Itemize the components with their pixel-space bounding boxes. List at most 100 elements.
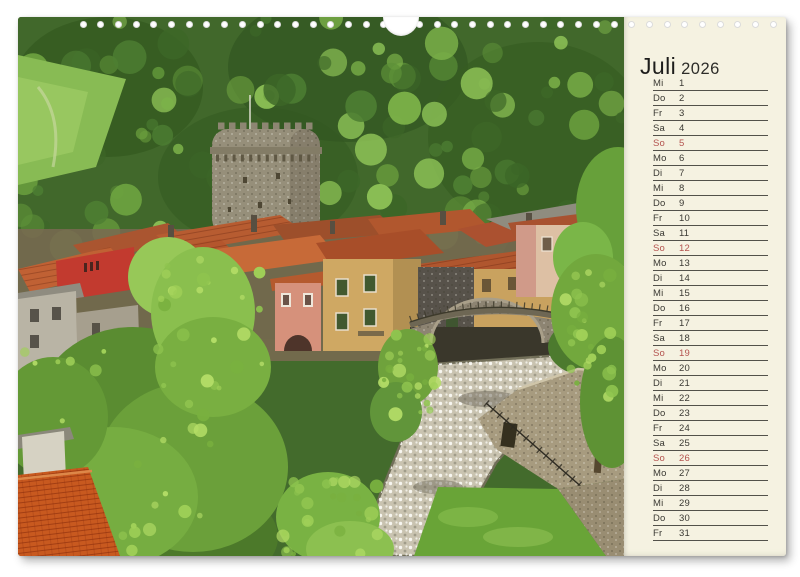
day-row: Di 28 — [653, 481, 768, 496]
weekday-label: Do — [653, 197, 666, 209]
day-row: So 12 — [653, 241, 768, 256]
weekday-label: So — [653, 242, 666, 254]
day-row: Di 7 — [653, 166, 768, 181]
calendar-page: Juli 20 2 6 Mi 1 Do 2 Fr 3 Sa 4 So 5 Mo 6 D… — [18, 17, 786, 556]
binding-hole — [415, 21, 423, 28]
binding-hole — [221, 21, 229, 28]
weekday-label: So — [653, 347, 666, 359]
binding-hole — [433, 21, 441, 28]
day-list: Mi 1 Do 2 Fr 3 Sa 4 So 5 Mo 6 Di 7 Mi 8 … — [653, 76, 768, 541]
day-row: Fr 17 — [653, 316, 768, 331]
binding-hole — [734, 21, 742, 28]
day-number: 16 — [679, 302, 690, 314]
weekday-label: Fr — [653, 527, 663, 539]
binding-hole — [451, 21, 459, 28]
binding-hole — [769, 21, 777, 28]
day-number: 24 — [679, 422, 690, 434]
binding-hole — [557, 21, 565, 28]
day-number: 11 — [679, 227, 690, 239]
weekday-label: Mo — [653, 362, 667, 374]
binding-hole — [238, 21, 246, 28]
binding-hole — [256, 21, 264, 28]
stone-tower — [210, 95, 322, 235]
binding-hole — [168, 21, 175, 28]
binding-hole — [610, 21, 618, 28]
day-number: 28 — [679, 482, 690, 494]
day-number: 31 — [679, 527, 690, 539]
binding-hole — [185, 21, 193, 28]
day-number: 25 — [679, 437, 690, 449]
day-row: Do 9 — [653, 196, 768, 211]
foreground-buildings — [18, 427, 120, 556]
day-number: 29 — [679, 497, 690, 509]
weekday-label: Di — [653, 377, 663, 389]
day-number: 6 — [679, 152, 685, 164]
weekday-label: Fr — [653, 422, 663, 434]
day-row: Mo 20 — [653, 361, 768, 376]
weekday-label: Do — [653, 512, 666, 524]
day-row: Sa 4 — [653, 121, 768, 136]
day-number: 7 — [679, 167, 685, 179]
day-number: 23 — [679, 407, 690, 419]
binding-hole — [699, 21, 706, 28]
binding-hole — [486, 21, 494, 28]
weekday-label: Do — [653, 302, 666, 314]
weekday-label: Mi — [653, 497, 664, 509]
binding-hole — [522, 21, 529, 28]
hanger-cutout — [383, 17, 419, 36]
day-number: 13 — [679, 257, 690, 269]
binding-hole — [203, 21, 211, 28]
day-row: Sa 25 — [653, 436, 768, 451]
binding-hole — [575, 21, 583, 28]
day-row: Mi 29 — [653, 496, 768, 511]
day-row: So 5 — [653, 136, 768, 151]
weekday-label: Sa — [653, 332, 666, 344]
weekday-label: Sa — [653, 227, 666, 239]
day-number: 30 — [679, 512, 690, 524]
day-number: 2 — [679, 92, 685, 104]
day-row: So 26 — [653, 451, 768, 466]
month-name: Juli — [640, 53, 677, 79]
day-row: Fr 24 — [653, 421, 768, 436]
day-row: Do 16 — [653, 301, 768, 316]
weekday-label: Do — [653, 92, 666, 104]
binding-hole — [539, 21, 547, 28]
day-row: Mi 22 — [653, 391, 768, 406]
binding-hole — [327, 21, 335, 28]
binding-hole — [114, 21, 122, 28]
day-row: So 19 — [653, 346, 768, 361]
day-row: Fr 10 — [653, 211, 768, 226]
weekday-label: Di — [653, 167, 663, 179]
binding-hole — [132, 21, 140, 28]
calendar-panel: Juli 20 2 6 Mi 1 Do 2 Fr 3 Sa 4 So 5 Mo 6 D… — [624, 17, 786, 556]
weekday-label: Do — [653, 407, 666, 419]
day-number: 18 — [679, 332, 690, 344]
day-number: 1 — [679, 77, 685, 89]
binding-hole — [345, 21, 352, 28]
weekday-label: So — [653, 137, 666, 149]
weekday-label: So — [653, 452, 666, 464]
day-number: 12 — [679, 242, 690, 254]
weekday-label: Mo — [653, 152, 667, 164]
day-row: Mo 6 — [653, 151, 768, 166]
day-number: 5 — [679, 137, 685, 149]
day-row: Mi 8 — [653, 181, 768, 196]
village-photo-scene — [18, 17, 624, 556]
day-row: Sa 18 — [653, 331, 768, 346]
weekday-label: Fr — [653, 212, 663, 224]
day-row: Mi 1 — [653, 76, 768, 91]
day-number: 8 — [679, 182, 685, 194]
day-row: Mi 15 — [653, 286, 768, 301]
binding-hole — [309, 21, 317, 28]
day-number: 22 — [679, 392, 690, 404]
binding-hole — [716, 21, 724, 28]
weekday-label: Mi — [653, 182, 664, 194]
day-number: 20 — [679, 362, 690, 374]
day-row: Di 14 — [653, 271, 768, 286]
binding-hole — [362, 21, 370, 28]
binding-hole — [645, 21, 653, 28]
weekday-label: Mi — [653, 287, 664, 299]
binding-hole — [681, 21, 689, 28]
weekday-label: Mo — [653, 257, 667, 269]
weekday-label: Mi — [653, 392, 664, 404]
